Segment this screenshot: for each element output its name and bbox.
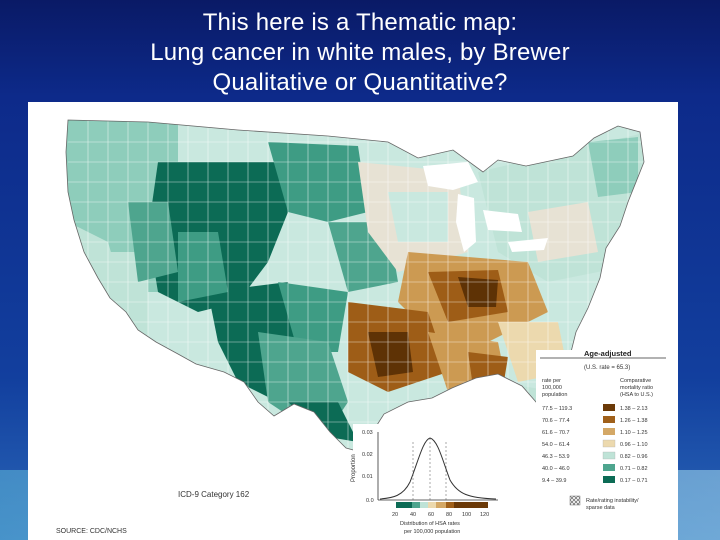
- y-tick-0-0: 0.0: [366, 498, 374, 504]
- legend-swatch-6: [603, 464, 615, 471]
- legend-row-1: 77.5 – 119.3 1.38 – 2.13: [542, 404, 648, 412]
- histogram-x-label-1: Distribution of HSA rates: [400, 521, 460, 527]
- icd-category-label: ICD-9 Category 162: [178, 490, 250, 499]
- legend-ratio-5: 0.82 – 0.96: [620, 454, 648, 460]
- legend-title: Age-adjusted: [584, 349, 632, 358]
- source-label: SOURCE: CDC/NCHS: [56, 528, 127, 535]
- x-tick-120: 120: [480, 512, 489, 518]
- title-line-2: Lung cancer in white males, by Brewer: [150, 39, 570, 66]
- legend-rate-3: 61.6 – 70.7: [542, 430, 570, 436]
- legend-row-2: 70.6 – 77.4 1.26 – 1.38: [542, 416, 648, 424]
- us-county-choropleth: [66, 120, 644, 454]
- histogram-x-label-2: per 100,000 population: [404, 529, 460, 535]
- legend-row-4: 54.0 – 61.4 0.96 – 1.10: [542, 439, 648, 448]
- legend-rate-4: 54.0 – 61.4: [542, 442, 570, 448]
- legend-rate-6: 40.0 – 46.0: [542, 466, 570, 472]
- x-tick-80: 80: [446, 512, 452, 518]
- legend-swatch-7: [603, 476, 615, 483]
- title-line-1: This here is a Thematic map:: [202, 9, 518, 36]
- legend-swatch-2: [603, 416, 615, 423]
- slide-title: This here is a Thematic map: Lung cancer…: [0, 8, 720, 98]
- legend-row-6: 40.0 – 46.0 0.71 – 0.82: [542, 464, 648, 472]
- legend-row-7: 9.4 – 39.9 0.17 – 0.71: [542, 476, 648, 484]
- legend-row-5: 46.3 – 53.9 0.82 – 0.96: [542, 451, 648, 460]
- legend-subtitle: (U.S. rate = 65.3): [584, 365, 630, 371]
- y-tick-0-03: 0.03: [362, 430, 373, 436]
- legend-col1-head-2: 100,000: [542, 385, 562, 391]
- legend-col2-head-3: (HSA to U.S.): [620, 392, 653, 398]
- sparse-label-1: Rate/rating instability/: [586, 498, 639, 504]
- thematic-map-figure: ICD-9 Category 162 SOURCE: CDC/NCHS Prop…: [56, 119, 678, 536]
- x-tick-60: 60: [428, 512, 434, 518]
- map-panel: ICD-9 Category 162 SOURCE: CDC/NCHS Prop…: [28, 102, 678, 540]
- legend-rate-2: 70.6 – 77.4: [542, 418, 570, 424]
- legend-rate-5: 46.3 – 53.9: [542, 454, 570, 460]
- legend-swatch-5: [602, 451, 616, 460]
- histogram-y-label: Proportion: [351, 454, 357, 482]
- legend-swatch-4: [602, 439, 616, 448]
- legend-col1-head-1: rate per: [542, 378, 561, 384]
- legend-ratio-1: 1.38 – 2.13: [620, 406, 648, 412]
- y-tick-0-01: 0.01: [362, 474, 373, 480]
- legend-col2-head-1: Comparative: [620, 378, 651, 384]
- legend-rate-7: 9.4 – 39.9: [542, 478, 566, 484]
- us-outline: [65, 119, 645, 455]
- legend-rate-1: 77.5 – 119.3: [542, 406, 572, 412]
- map-legend: Age-adjusted (U.S. rate = 65.3) rate per…: [536, 349, 678, 536]
- legend-swatch-1: [603, 404, 615, 411]
- legend-swatch-3: [603, 428, 615, 435]
- x-tick-20: 20: [392, 512, 398, 518]
- histogram-color-bar: [396, 502, 488, 508]
- legend-col1-head-3: population: [542, 392, 567, 398]
- legend-row-3: 61.6 – 70.7 1.10 – 1.25: [542, 428, 648, 436]
- legend-ratio-6: 0.71 – 0.82: [620, 466, 648, 472]
- title-line-3: Qualitative or Quantitative?: [212, 69, 508, 96]
- sparse-data-swatch: [569, 495, 581, 506]
- legend-col2-head-2: mortality ratio: [620, 385, 653, 391]
- legend-ratio-2: 1.26 – 1.38: [620, 418, 648, 424]
- x-tick-100: 100: [462, 512, 471, 518]
- legend-ratio-7: 0.17 – 0.71: [620, 478, 648, 484]
- sparse-label-2: sparse data: [586, 505, 616, 511]
- legend-ratio-4: 0.96 – 1.10: [620, 442, 648, 448]
- x-tick-40: 40: [410, 512, 416, 518]
- y-tick-0-02: 0.02: [362, 452, 373, 458]
- distribution-histogram: Proportion 0.03 0.02 0.01 0.0 20 40 60 8…: [351, 424, 523, 536]
- legend-ratio-3: 1.10 – 1.25: [620, 430, 648, 436]
